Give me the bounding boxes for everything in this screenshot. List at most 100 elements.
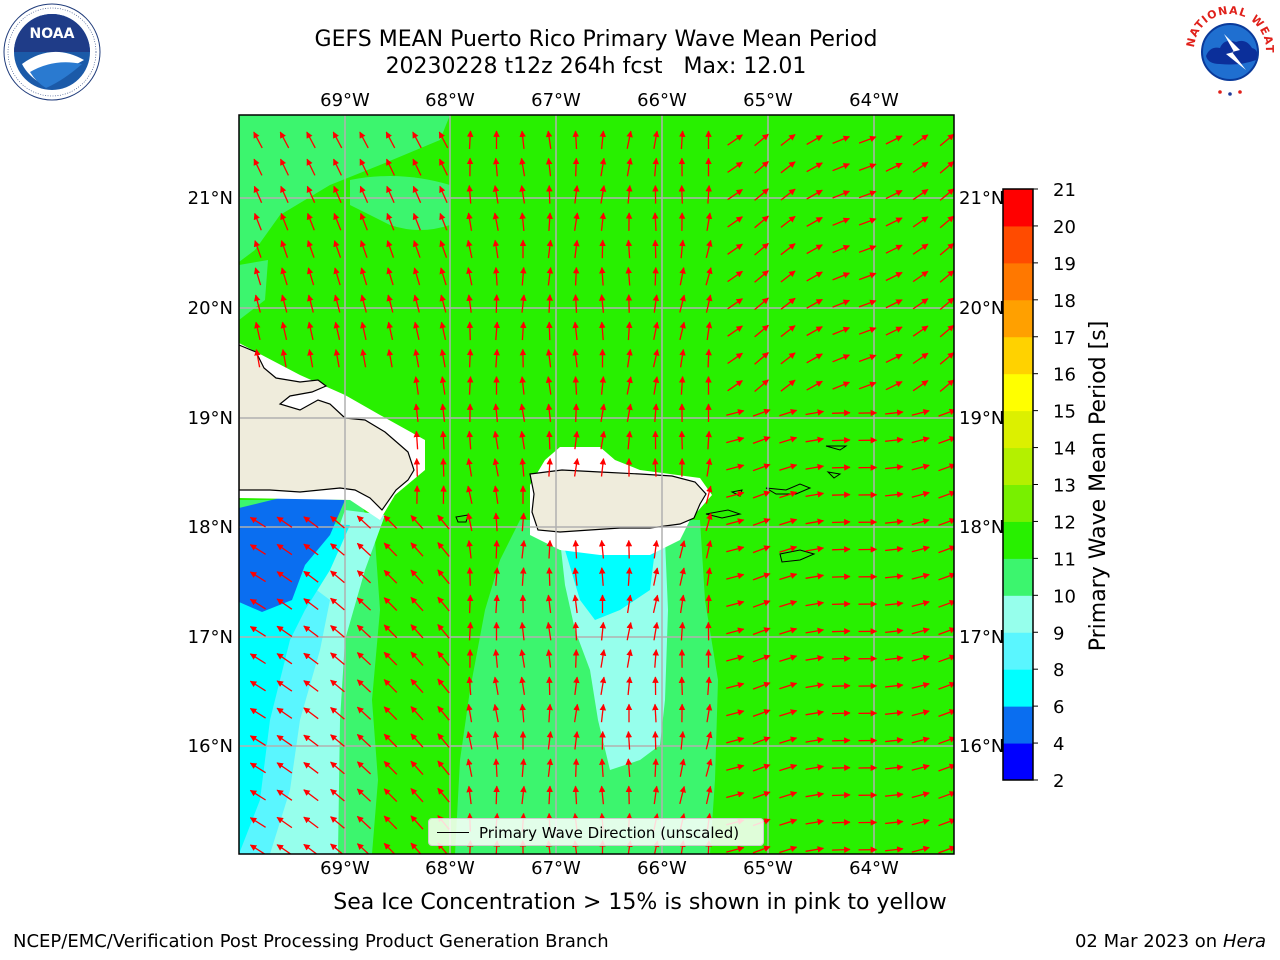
footer-credit: NCEP/EMC/Verification Post Processing Pr… — [13, 931, 609, 952]
wave-arrow — [572, 266, 580, 286]
wave-arrow — [705, 184, 712, 204]
wave-arrow — [356, 597, 372, 611]
colorbar-bin — [1003, 706, 1033, 744]
wave-arrow — [938, 408, 954, 417]
wave-arrow — [885, 271, 903, 282]
wave-arrow — [413, 376, 420, 395]
wave-arrow — [437, 733, 450, 748]
wave-arrow — [752, 709, 771, 718]
wave-arrow — [780, 379, 796, 392]
wave-arrow — [412, 267, 421, 286]
wave-arrow — [359, 267, 368, 286]
wave-arrow — [383, 706, 398, 721]
wave-arrow — [679, 321, 686, 341]
wave-arrow — [276, 734, 293, 747]
wave-arrow — [858, 354, 877, 363]
wave-arrow — [779, 408, 798, 417]
wave-arrow — [545, 376, 553, 395]
wave-arrow — [832, 244, 851, 254]
wave-arrow — [885, 299, 903, 309]
wave-arrow — [356, 679, 372, 693]
wave-arrow — [383, 569, 398, 584]
wave-arrow — [679, 540, 686, 559]
wave-arrow — [546, 567, 553, 586]
wave-arrow — [413, 348, 420, 368]
lon-label: 64°W — [849, 90, 899, 111]
wave-arrow — [779, 436, 798, 444]
wave-arrow — [439, 267, 447, 286]
wave-arrow — [545, 130, 553, 149]
wave-arrow — [386, 294, 394, 313]
wave-arrow — [754, 161, 769, 174]
wave-arrow — [520, 294, 527, 313]
max-value: Max: 12.01 — [683, 54, 807, 79]
wave-arrow — [572, 621, 580, 641]
wave-arrow — [858, 217, 877, 226]
wave-arrow — [546, 321, 553, 341]
wave-arrow — [912, 380, 929, 392]
period-field-6-8-south — [565, 550, 655, 620]
wave-arrow — [493, 567, 500, 586]
wave-arrow — [572, 130, 580, 150]
wave-arrow — [356, 652, 372, 666]
colorbar-label: Primary Wave Mean Period [s] — [1086, 321, 1111, 652]
colorbar-tick-label: 21 — [1053, 180, 1076, 201]
wave-arrow — [410, 842, 422, 854]
wave-arrow — [466, 321, 474, 341]
wave-arrow — [410, 788, 424, 803]
wave-arrow — [598, 785, 606, 805]
wave-arrow — [754, 297, 769, 311]
virgin-islands-north — [765, 483, 812, 495]
wave-arrow — [885, 381, 903, 391]
wave-arrow — [752, 545, 771, 554]
wave-arrow — [573, 676, 580, 695]
wave-arrow — [885, 518, 904, 526]
wave-arrow — [599, 130, 607, 150]
wave-arrow — [572, 594, 579, 614]
wave-arrow — [679, 594, 686, 614]
wave-arrow — [806, 298, 823, 309]
wave-arrow — [831, 628, 851, 635]
wave-arrow — [385, 131, 396, 149]
wave-arrow — [831, 600, 851, 608]
wave-arrow — [831, 655, 851, 662]
colorbar: 2 4 6 8 9 10 11 12 13 14 15 16 17 18 19 20 21 — [1002, 180, 1076, 792]
wave-arrow — [359, 240, 368, 258]
lat-label: 16°N — [959, 736, 1004, 757]
lon-label: 69°W — [320, 858, 370, 879]
wave-arrow — [519, 403, 526, 423]
wave-arrow — [545, 157, 553, 177]
wave-arrow — [330, 734, 345, 747]
wave-arrow — [625, 239, 633, 259]
wave-arrow — [938, 463, 954, 472]
wave-arrow — [437, 623, 450, 639]
wave-arrow — [938, 709, 954, 718]
wave-arrow — [437, 514, 450, 530]
wave-arrow — [276, 707, 293, 719]
wave-arrow — [572, 567, 579, 586]
wave-arrow — [437, 678, 450, 694]
wave-arrow — [679, 239, 686, 259]
wave-arrow — [599, 567, 606, 586]
wave-arrow — [598, 539, 606, 559]
wave-arrow — [306, 131, 316, 149]
wave-arrow — [754, 379, 769, 392]
wave-arrow — [492, 157, 500, 177]
wave-arrow — [832, 190, 851, 199]
wave-arrow — [254, 321, 261, 341]
wave-arrow — [276, 516, 293, 528]
wave-arrow — [466, 785, 473, 805]
wave-arrow — [939, 215, 954, 229]
wave-arrow — [939, 324, 954, 338]
wave-arrow — [938, 545, 954, 554]
wave-arrow — [383, 624, 398, 639]
wave-arrow — [806, 216, 823, 227]
wave-arrow — [652, 403, 659, 423]
map-legend: Primary Wave Direction (unscaled) — [428, 818, 764, 846]
wave-arrow — [330, 761, 345, 775]
wave-arrow — [276, 762, 293, 774]
wave-arrow — [911, 490, 930, 498]
wave-arrow — [752, 572, 771, 581]
wave-arrow — [726, 545, 745, 553]
wave-arrow — [679, 730, 686, 750]
